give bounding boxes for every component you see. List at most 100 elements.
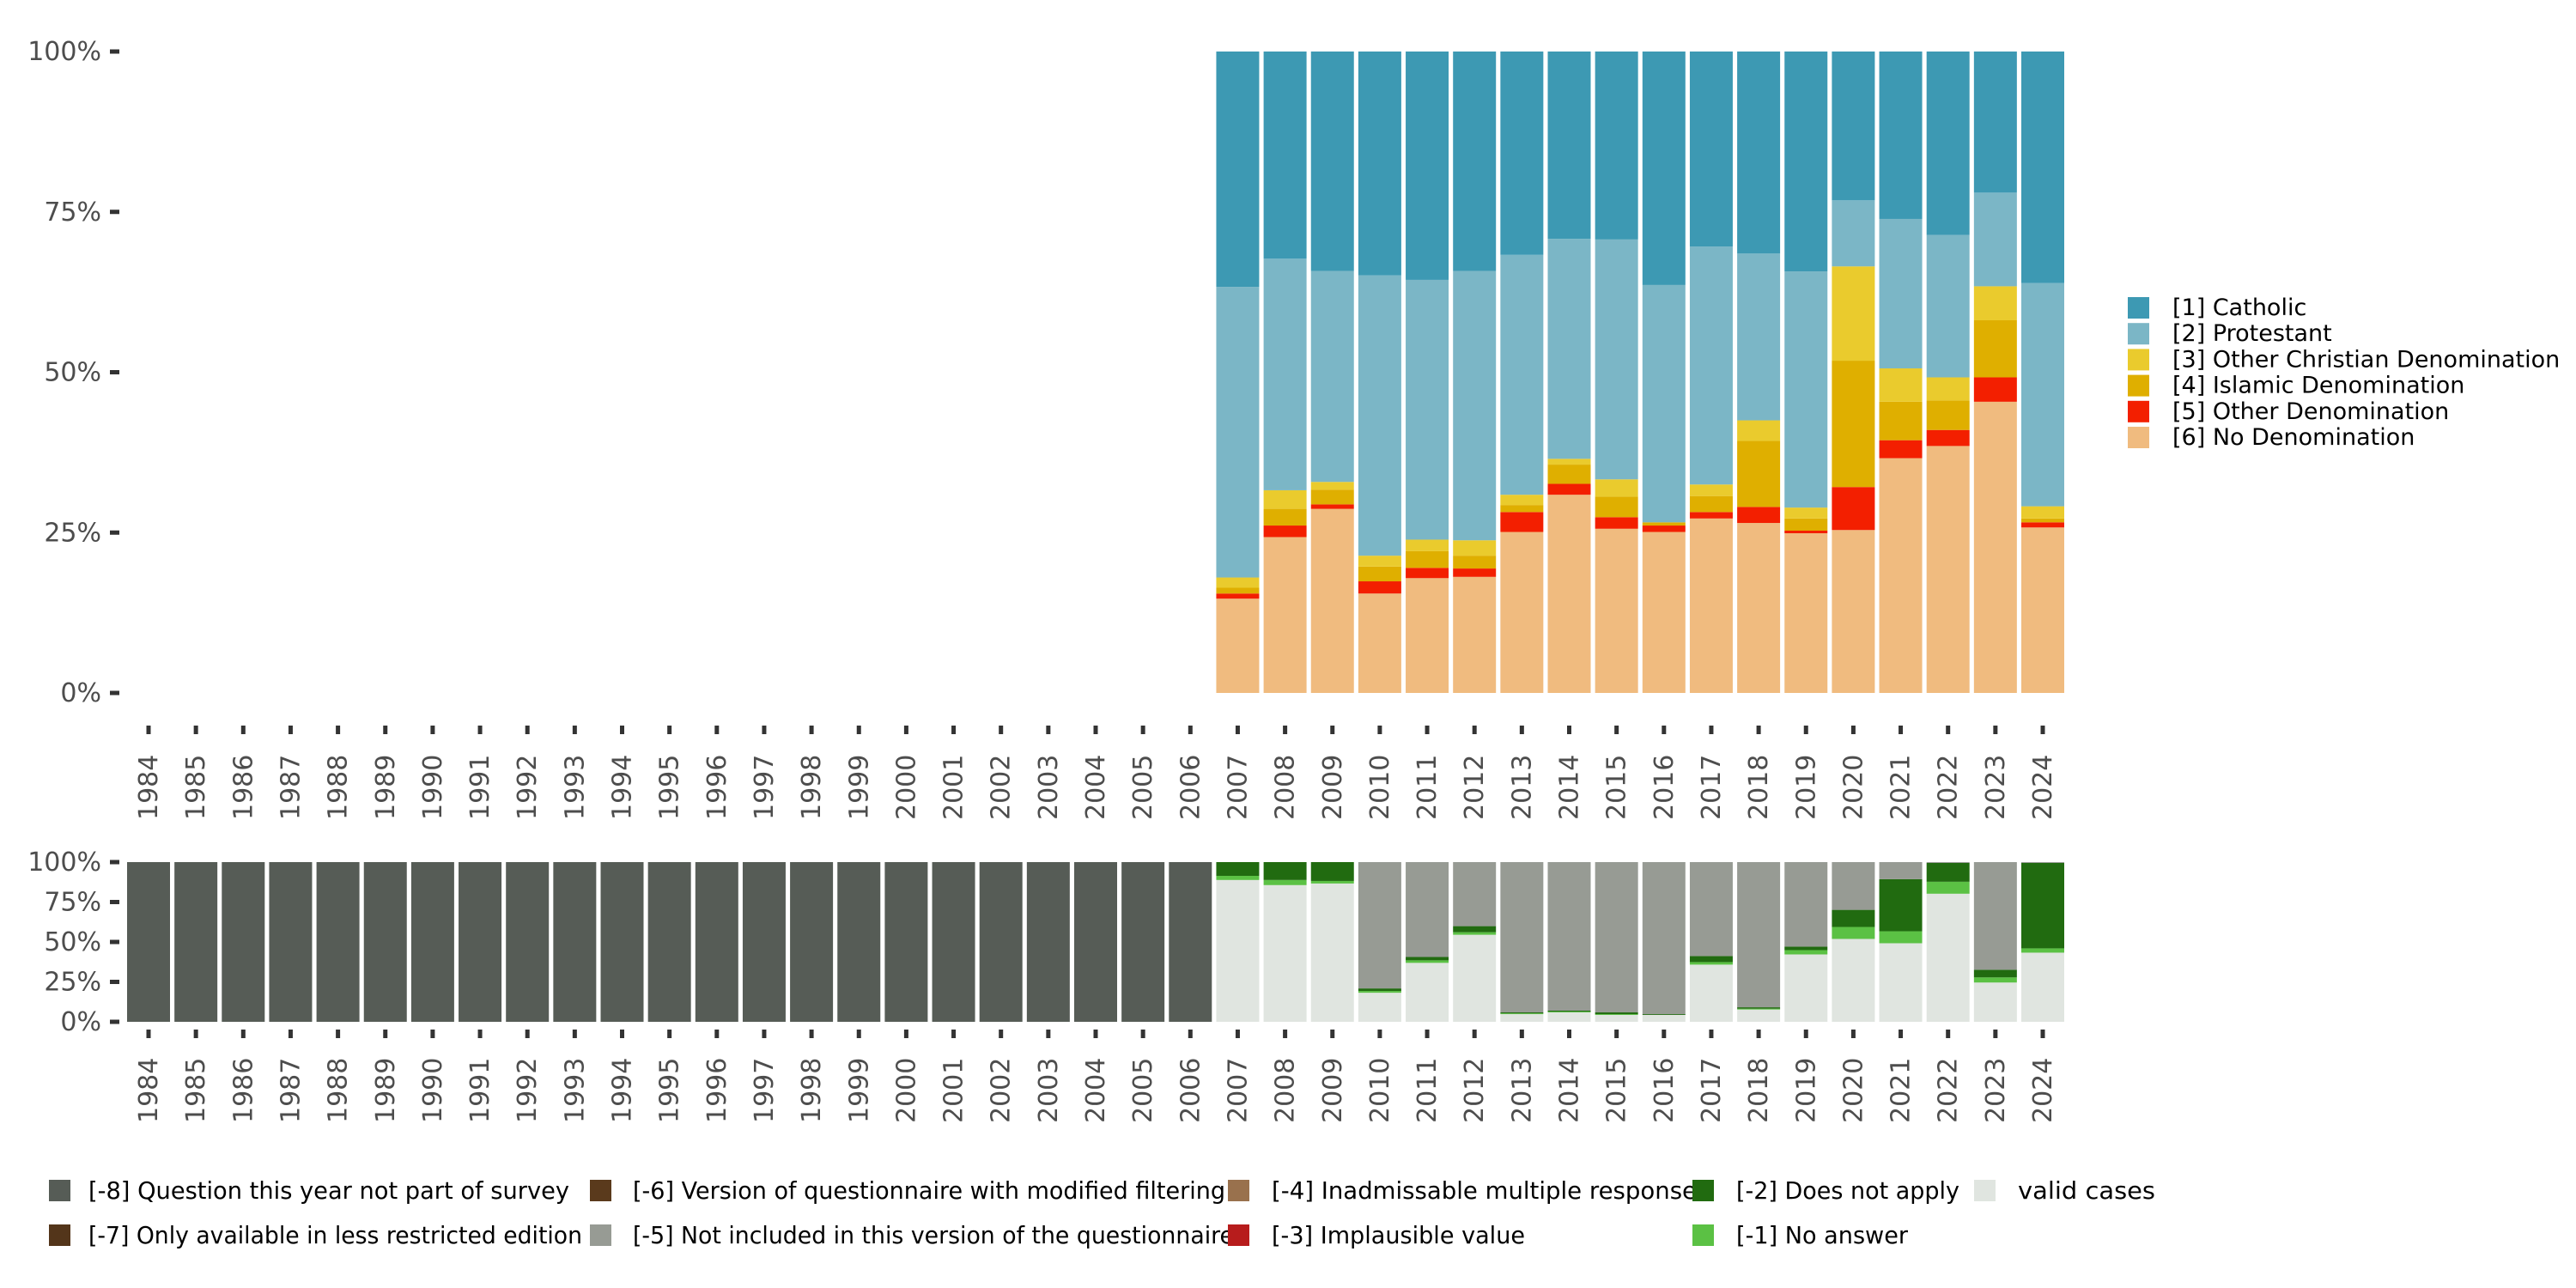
x-tick-label: 2013	[1507, 1058, 1537, 1123]
bar-segment	[1500, 862, 1544, 1013]
x-tick-mark	[809, 1030, 814, 1038]
x-tick-mark	[1803, 726, 1808, 734]
x-tick-mark	[1614, 726, 1619, 734]
bar-segment	[1547, 483, 1591, 495]
bar-segment	[1595, 862, 1638, 1013]
bar-segment	[1973, 977, 2017, 983]
legend-item: [4] Islamic Denomination	[2128, 373, 2464, 399]
x-tick-mark	[1283, 726, 1288, 734]
bar-segment	[1500, 52, 1544, 255]
x-tick-label: 2022	[1934, 1058, 1964, 1123]
y-tick-label: 75%	[44, 197, 101, 228]
legend-label: [2] Protestant	[2172, 320, 2332, 347]
legend-item: [-7] Only available in less restricted e…	[49, 1221, 582, 1249]
bar-2015	[1595, 52, 1638, 693]
x-tick-mark	[1993, 726, 1998, 734]
bar-segment	[1595, 1015, 1638, 1022]
bar-segment	[1737, 440, 1781, 507]
legend-item: valid cases	[1974, 1176, 2155, 1205]
y-tick-label: 100%	[27, 848, 101, 878]
bar-segment	[1784, 518, 1828, 532]
x-tick-mark	[999, 1030, 1004, 1038]
x-tick-label: 2008	[1271, 755, 1301, 820]
legend-label: [4] Islamic Denomination	[2172, 373, 2464, 399]
bar-segment	[1832, 939, 1875, 1022]
bar-segment	[1973, 52, 2017, 193]
bar-segment	[1263, 258, 1307, 490]
bar-segment	[1737, 1008, 1781, 1010]
x-tick-mark	[667, 1030, 672, 1038]
bar-segment	[174, 862, 218, 1022]
bar-segment	[1784, 954, 1828, 1022]
x-tick-label: 2016	[1649, 755, 1680, 820]
bar-segment	[1453, 270, 1497, 541]
bar-segment	[1500, 532, 1544, 693]
bar-segment	[1216, 587, 1260, 594]
x-tick-mark	[1519, 1030, 1524, 1038]
bar-1984	[127, 862, 170, 1022]
x-tick-mark	[1567, 726, 1571, 734]
bar-segment	[1547, 1010, 1591, 1012]
bar-segment	[1358, 556, 1401, 567]
x-tick-label: 1986	[228, 755, 258, 820]
y-tick-label: 0%	[60, 1007, 101, 1037]
x-tick-label: 1992	[513, 1058, 543, 1123]
y-tick-mark	[110, 980, 119, 984]
bar-segment	[1973, 982, 2017, 1022]
x-tick-label: 1984	[134, 1058, 164, 1123]
bar-segment	[1453, 52, 1497, 271]
bar-segment	[1784, 862, 1828, 947]
x-tick-mark	[809, 726, 814, 734]
bar-segment	[1926, 862, 1970, 882]
x-tick-label: 2009	[1318, 1058, 1348, 1123]
x-tick-mark	[430, 1030, 435, 1038]
x-tick-mark	[1377, 1030, 1382, 1038]
x-tick-label: 1989	[371, 1058, 401, 1123]
x-tick-mark	[620, 1030, 624, 1038]
y-tick-mark	[110, 860, 119, 865]
bar-segment	[1500, 1013, 1544, 1015]
bar-segment	[1358, 993, 1401, 1022]
bar-1988	[316, 862, 360, 1022]
x-tick-mark	[1472, 726, 1477, 734]
legend-label: [1] Catholic	[2172, 295, 2306, 321]
bar-segment	[1973, 319, 2017, 378]
x-tick-label: 2018	[1744, 1058, 1774, 1123]
bar-segment	[1500, 512, 1544, 532]
legend-swatch	[1692, 1224, 1714, 1246]
bar-2024	[2021, 862, 2064, 1022]
bar-2011	[1406, 52, 1449, 693]
x-tick-mark	[1425, 726, 1430, 734]
bar-1998	[790, 862, 834, 1022]
x-tick-label: 1998	[797, 1058, 827, 1123]
bar-segment	[837, 862, 881, 1022]
bar-segment	[1784, 946, 1828, 951]
legend-item: [-8] Question this year not part of surv…	[49, 1176, 569, 1205]
bar-segment	[1406, 568, 1449, 579]
x-tick-label: 1986	[228, 1058, 258, 1123]
bar-segment	[1832, 266, 1875, 361]
x-tick-label: 1988	[324, 1058, 354, 1123]
legend-label: [6] No Denomination	[2172, 424, 2415, 451]
legend-item: [5] Other Denomination	[2128, 398, 2449, 425]
bar-segment	[1310, 52, 1354, 271]
bar-segment	[553, 862, 597, 1022]
legend-label: [-4] Inadmissable multiple response	[1272, 1176, 1697, 1205]
bar-segment	[1642, 526, 1686, 532]
x-tick-mark	[1519, 726, 1524, 734]
x-tick-mark	[1614, 1030, 1619, 1038]
bar-segment	[1547, 465, 1591, 484]
bar-segment	[1406, 52, 1449, 280]
bar-segment	[1216, 52, 1260, 288]
bar-2012	[1453, 52, 1497, 693]
x-tick-label: 2020	[1838, 755, 1868, 820]
x-tick-mark	[1567, 1030, 1571, 1038]
x-tick-mark	[2040, 726, 2045, 734]
x-tick-mark	[1803, 1030, 1808, 1038]
x-tick-mark	[240, 726, 246, 734]
x-tick-label: 1997	[750, 1058, 780, 1123]
bar-segment	[1358, 581, 1401, 594]
x-tick-mark	[1850, 1030, 1856, 1038]
bar-segment	[1216, 577, 1260, 588]
x-tick-mark	[572, 726, 577, 734]
